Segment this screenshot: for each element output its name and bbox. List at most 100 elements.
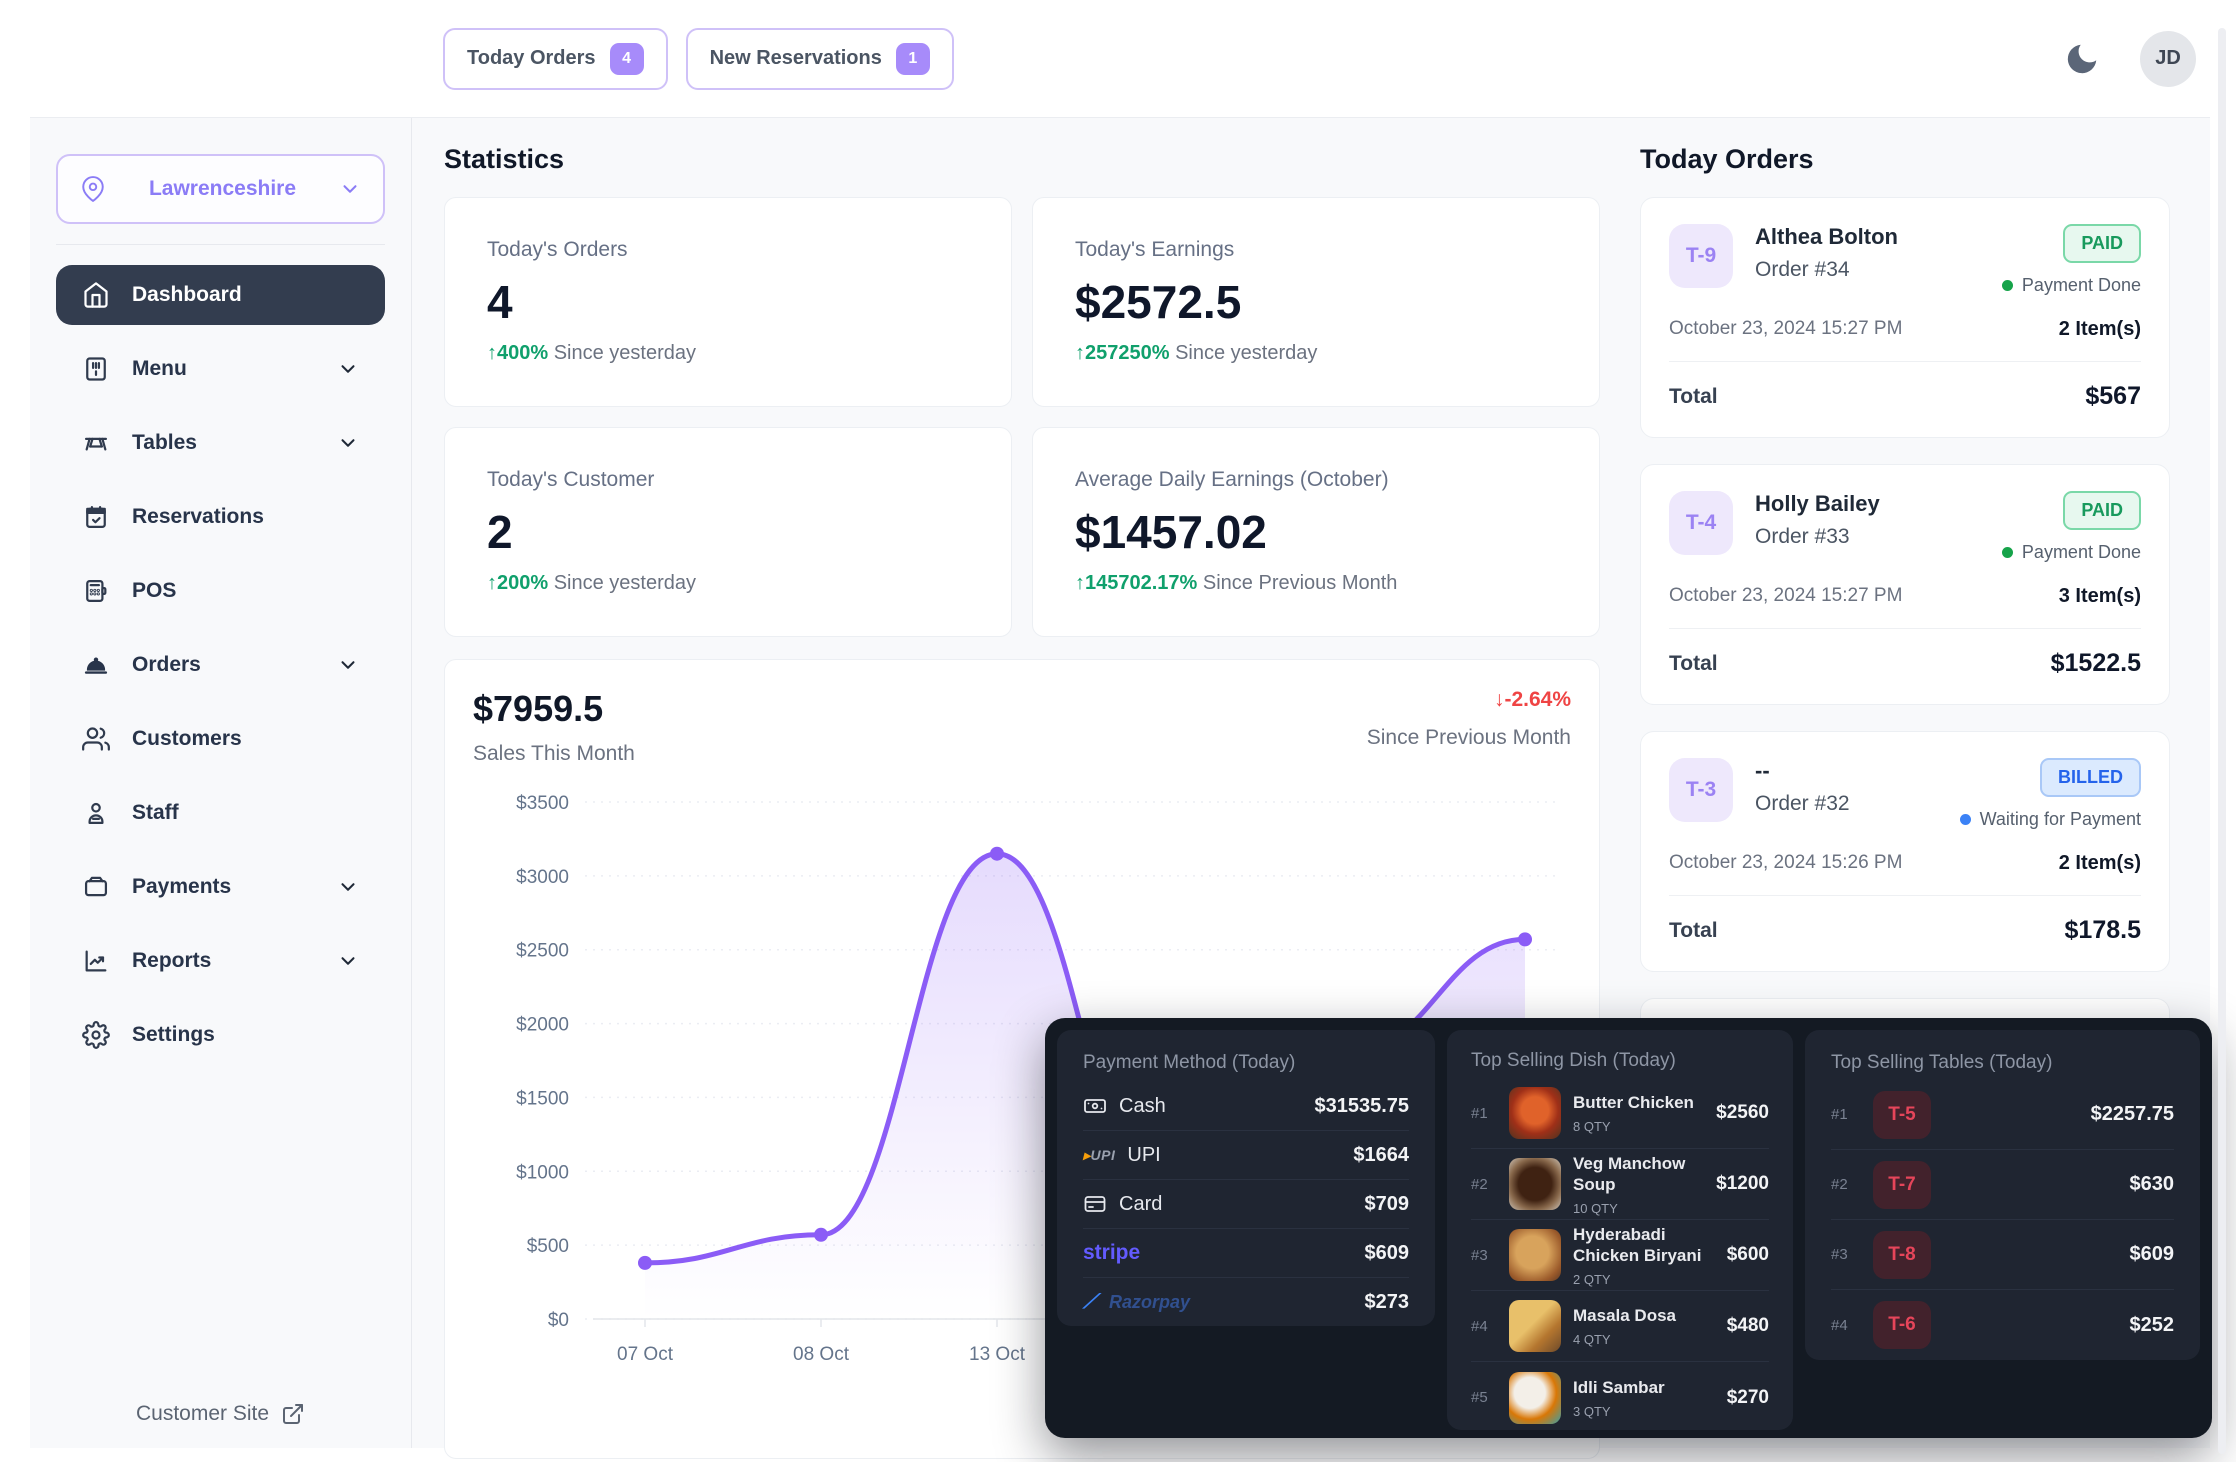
svg-text:$2000: $2000 — [516, 1015, 569, 1036]
dish-image — [1509, 1371, 1561, 1424]
payment-status-dot — [2001, 280, 2013, 291]
chart-subtitle: Sales This Month — [473, 742, 635, 765]
sidebar-item-menu[interactable]: Menu — [56, 339, 385, 399]
svg-text:$3000: $3000 — [516, 867, 569, 888]
sidebar-item-pos[interactable]: POS — [56, 561, 385, 621]
sidebar-item-customers[interactable]: Customers — [56, 709, 385, 769]
stat-value: 4 — [487, 276, 513, 328]
window-scrollbar[interactable] — [2218, 28, 2226, 1454]
today-orders-heading: Today Orders — [1640, 144, 1814, 174]
dish-image — [1509, 1229, 1561, 1281]
location-value: Lawrenceshire — [148, 177, 297, 200]
sidebar-item-staff[interactable]: Staff — [56, 783, 385, 843]
today-orders-button[interactable]: Today Orders 4 — [443, 27, 668, 90]
table-rank: #2 — [1831, 1176, 1848, 1193]
order-card[interactable]: T-9 Althea Bolton Order #34 PAID Payment… — [1640, 197, 2170, 438]
chevron-down-icon — [341, 439, 355, 447]
dish-name: Idli Sambar — [1573, 1377, 1665, 1397]
avatar[interactable]: JD — [2140, 30, 2196, 87]
total-label: Total — [1669, 651, 1718, 675]
table-rank: #3 — [1831, 1246, 1848, 1263]
divider — [1669, 895, 2141, 896]
sidebar-item-label: Reservations — [132, 505, 264, 528]
order-item-count: 2 Item(s) — [2058, 852, 2141, 874]
total-value: $178.5 — [2064, 916, 2141, 944]
sidebar-item-label: Settings — [132, 1023, 215, 1046]
customer-site-link[interactable]: Customer Site — [30, 1402, 411, 1426]
dish-name: Veg Manchow Soup — [1573, 1153, 1686, 1194]
chart-header: $7959.5 Sales This Month ↓-2.64% Since P… — [473, 688, 1571, 766]
sidebar-item-reservations[interactable]: Reservations — [56, 487, 385, 547]
sidebar-item-dashboard[interactable]: Dashboard — [56, 265, 385, 325]
dish-name: Butter Chicken — [1573, 1093, 1694, 1112]
customer-site-label: Customer Site — [135, 1402, 270, 1425]
sidebar: Lawrenceshire Dashboard Menu Tables Re — [30, 118, 412, 1448]
sidebar-item-payments[interactable]: Payments — [56, 857, 385, 917]
cloche-icon — [84, 657, 108, 674]
order-number: Order #33 — [1755, 525, 1850, 548]
dish-rank: #3 — [1471, 1246, 1488, 1264]
table-badge: T-7 — [1873, 1160, 1931, 1209]
payment-row: stripe $609 — [1083, 1229, 1409, 1278]
dish-image — [1509, 1300, 1561, 1352]
dish-row: #5 Idli Sambar 3 QTY $270 — [1471, 1362, 1769, 1433]
sidebar-item-label: Reports — [132, 949, 212, 972]
sidebar-item-reports[interactable]: Reports — [56, 931, 385, 991]
total-value: $567 — [2085, 382, 2141, 410]
table-badge: T-8 — [1873, 1230, 1931, 1279]
dark-mode-toggle[interactable] — [2062, 39, 2102, 79]
staff-person-icon — [88, 802, 104, 825]
payment-method-label: UPI — [1127, 1143, 1161, 1166]
order-card[interactable]: T-4 Holly Bailey Order #33 PAID Payment … — [1640, 464, 2170, 705]
order-datetime: October 23, 2024 15:27 PM — [1669, 585, 1903, 606]
order-card[interactable]: T-3 -- Order #32 BILLED Waiting for Paym… — [1640, 731, 2170, 972]
stat-value: $1457.02 — [1075, 506, 1267, 558]
stat-change: ↑400% Since yesterday — [487, 342, 697, 364]
map-pin-icon — [82, 176, 104, 202]
top-selling-tables-panel: Top Selling Tables (Today) #1 T-5 $2257.… — [1805, 1030, 2200, 1360]
total-label: Total — [1669, 918, 1718, 942]
home-icon — [84, 282, 108, 308]
dish-rank: #4 — [1471, 1317, 1488, 1335]
table-rank: #1 — [1831, 1106, 1848, 1123]
dish-name: Hyderabadi Chicken Biryani — [1573, 1224, 1702, 1265]
status-badge: PAID — [2063, 224, 2141, 263]
table-row: #2 T-7 $630 — [1831, 1150, 2174, 1220]
payment-amount: $709 — [1364, 1192, 1410, 1215]
dish-qty: 10 QTY — [1573, 1200, 1618, 1216]
chevron-down-icon — [341, 883, 355, 891]
dish-amount: $600 — [1726, 1244, 1769, 1265]
dish-rank: #1 — [1471, 1104, 1488, 1122]
dish-qty: 8 QTY — [1573, 1119, 1611, 1134]
svg-text:$500: $500 — [527, 1236, 569, 1257]
today-orders-button-label: Today Orders — [467, 47, 596, 69]
sidebar-item-label: Tables — [132, 431, 197, 454]
table-badge: T-5 — [1873, 1090, 1931, 1139]
sidebar-divider — [56, 244, 385, 245]
chevron-down-icon — [341, 661, 355, 669]
dish-amount: $1200 — [1716, 1173, 1769, 1194]
razorpay-logo: Razorpay — [1109, 1292, 1191, 1312]
payment-amount: $31535.75 — [1314, 1094, 1409, 1117]
stat-value: 2 — [487, 506, 513, 558]
svg-text:13 Oct: 13 Oct — [969, 1344, 1026, 1365]
dish-row: #3 Hyderabadi Chicken Biryani 2 QTY $600 — [1471, 1220, 1769, 1291]
today-orders-count-badge: 4 — [609, 42, 644, 75]
sidebar-item-orders[interactable]: Orders — [56, 635, 385, 695]
top-selling-dish-panel: Top Selling Dish (Today) #1 Butter Chick… — [1447, 1030, 1793, 1430]
dish-image — [1509, 1158, 1561, 1210]
stat-card-todays-customer: Today's Customer 2 ↑200% Since yesterday — [444, 427, 1012, 637]
location-selector[interactable]: Lawrenceshire — [56, 154, 385, 224]
sidebar-item-settings[interactable]: Settings — [56, 1005, 385, 1065]
order-item-count: 3 Item(s) — [2058, 585, 2141, 607]
pos-terminal-icon — [86, 579, 107, 603]
sidebar-item-tables[interactable]: Tables — [56, 413, 385, 473]
new-reservations-button[interactable]: New Reservations 1 — [685, 27, 954, 90]
dish-amount: $270 — [1726, 1386, 1769, 1408]
stat-change: ↑257250% Since yesterday — [1075, 342, 1318, 364]
table-icon — [84, 437, 108, 451]
report-chart-icon — [85, 950, 107, 972]
stat-card-average-daily-earnings: Average Daily Earnings (October) $1457.0… — [1032, 427, 1600, 637]
status-badge: BILLED — [2040, 758, 2141, 797]
table-amount: $252 — [2129, 1313, 2175, 1336]
